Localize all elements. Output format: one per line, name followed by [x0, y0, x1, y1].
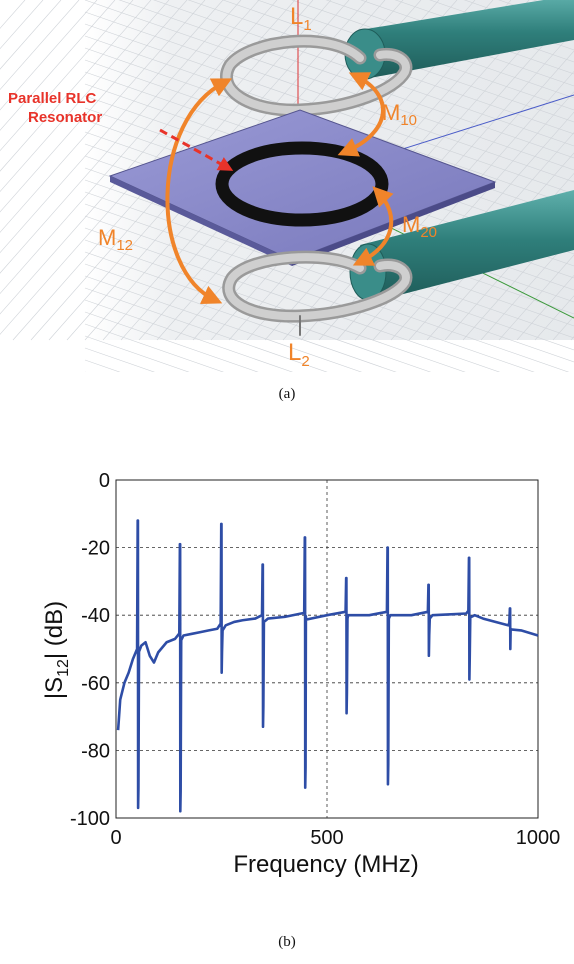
- caption-b: (b): [278, 934, 296, 950]
- lower-loop-l2: [222, 250, 413, 336]
- s12-chart: 0 -20 -40 -60 -80 -100 0 500 1000 Frequency (MH…: [41, 470, 560, 878]
- upper-loop-l1: [220, 34, 413, 117]
- y-tick-label: 0: [99, 470, 110, 492]
- x-tick-label: 0: [110, 827, 121, 849]
- y-tick-label: -20: [81, 538, 110, 560]
- coupling-illustration: L1 L2 Parallel RLC Resonator M10 M20 M12: [0, 0, 574, 372]
- x-axis-label: Frequency (MHz): [233, 851, 418, 878]
- label-m20: M20: [402, 212, 437, 241]
- y-tick-label: -80: [81, 740, 110, 762]
- y-axis-label: |S12| (dB): [41, 601, 72, 699]
- m20-arrow: [352, 186, 394, 266]
- x-tick-label: 1000: [516, 827, 561, 849]
- x-tick-labels: 0 500 1000: [110, 827, 560, 849]
- resonator-label-line2: Resonator: [28, 109, 102, 126]
- caption-a: (a): [278, 386, 296, 402]
- label-l2: L2: [288, 339, 310, 370]
- label-m10: M10: [382, 100, 417, 129]
- label-l1: L1: [290, 3, 312, 34]
- m12-arrow: [165, 78, 233, 305]
- y-tick-labels: 0 -20 -40 -60 -80 -100: [70, 470, 110, 830]
- label-m12: M12: [98, 225, 133, 254]
- x-tick-label: 500: [310, 827, 343, 849]
- s12-line: [116, 519, 539, 813]
- resonator-label-line1: Parallel RLC: [8, 90, 97, 107]
- y-tick-label: -40: [81, 605, 110, 627]
- y-tick-label: -60: [81, 673, 110, 695]
- y-tick-label: -100: [70, 808, 110, 830]
- s12-series: [116, 519, 539, 813]
- m10-arrow: [337, 72, 385, 157]
